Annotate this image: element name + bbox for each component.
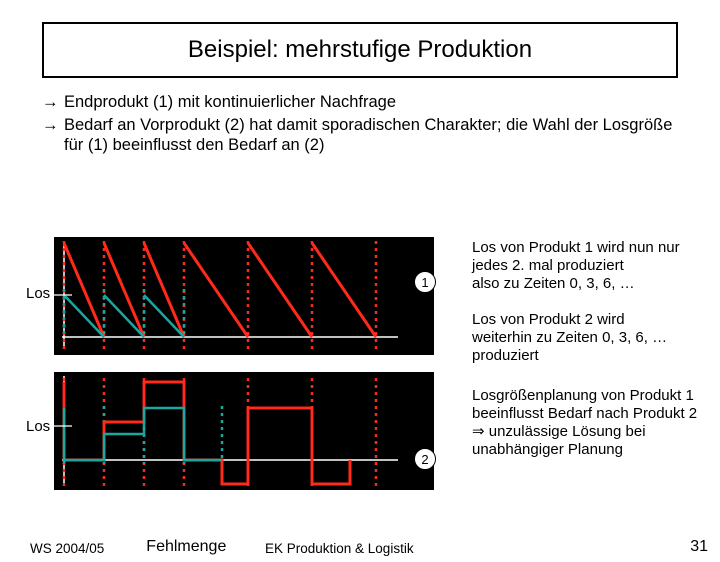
side-line: produziert xyxy=(472,347,539,364)
footer: WS 2004/05 Fehlmenge EK Produktion & Log… xyxy=(30,538,708,556)
footer-course: EK Produktion & Logistik xyxy=(265,541,414,556)
side-line: jedes 2. mal produziert xyxy=(472,257,624,274)
side-block-2: Los von Produkt 2 wird weiterhin zu Zeit… xyxy=(472,311,718,365)
side-line: Los von Produkt 2 wird xyxy=(472,311,625,328)
chart-wrap-bottom: Los 2 xyxy=(40,372,440,490)
content-area: Los 1 Los 2 Los von Produkt 1 wird nun n… xyxy=(40,237,720,532)
los-label-1: Los xyxy=(26,285,50,302)
side-line: also zu Zeiten 0, 3, 6, … xyxy=(472,275,635,292)
footer-page: 31 xyxy=(690,538,708,556)
chart-product-1: 1 xyxy=(54,237,434,355)
side-line: Losgrößenplanung von Produkt 1 xyxy=(472,387,694,404)
arrow-icon xyxy=(42,115,64,156)
title-box: Beispiel: mehrstufige Produktion xyxy=(42,22,678,78)
bullet-text: Endprodukt (1) mit kontinuierlicher Nach… xyxy=(64,92,678,113)
bullet-text: Bedarf an Vorprodukt (2) hat damit spora… xyxy=(64,115,678,156)
footer-semester: WS 2004/05 xyxy=(30,541,104,556)
side-line: Los von Produkt 1 wird nun nur xyxy=(472,239,680,256)
side-block-1: Los von Produkt 1 wird nun nur jedes 2. … xyxy=(472,239,718,293)
bullet-item: Bedarf an Vorprodukt (2) hat damit spora… xyxy=(42,115,678,156)
footer-fehlmenge: Fehlmenge xyxy=(146,538,226,556)
implies-icon: ⇒ xyxy=(472,423,485,440)
chart-wrap-top: Los 1 xyxy=(40,237,440,355)
side-notes: Los von Produkt 1 wird nun nur jedes 2. … xyxy=(472,237,718,471)
los-label-2: Los xyxy=(26,418,50,435)
arrow-icon xyxy=(42,92,64,113)
side-line: beeinflusst Bedarf nach Produkt 2 xyxy=(472,405,697,422)
side-line: unabhängiger Planung xyxy=(472,441,623,458)
page-title: Beispiel: mehrstufige Produktion xyxy=(188,36,532,63)
side-block-3: Losgrößenplanung von Produkt 1 beeinflus… xyxy=(472,387,718,459)
bullet-item: Endprodukt (1) mit kontinuierlicher Nach… xyxy=(42,92,678,113)
side-line: weiterhin zu Zeiten 0, 3, 6, … xyxy=(472,329,667,346)
side-line: unzulässige Lösung bei xyxy=(485,423,646,440)
chart-product-2: 2 xyxy=(54,372,434,490)
bullet-list: Endprodukt (1) mit kontinuierlicher Nach… xyxy=(42,92,678,156)
